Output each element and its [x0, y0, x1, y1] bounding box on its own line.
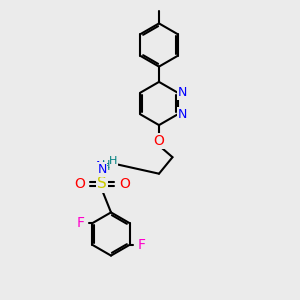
Text: O: O	[154, 134, 164, 148]
Text: N: N	[178, 86, 188, 99]
Text: F: F	[137, 238, 145, 252]
Text: N: N	[178, 108, 188, 121]
Text: S: S	[97, 176, 107, 191]
Text: N: N	[96, 160, 105, 173]
Text: H: H	[102, 161, 111, 172]
Text: H: H	[102, 160, 111, 170]
Text: H: H	[109, 156, 117, 167]
Text: O: O	[74, 177, 85, 191]
Text: F: F	[77, 216, 85, 230]
Text: N: N	[97, 163, 107, 176]
Text: O: O	[119, 177, 130, 191]
